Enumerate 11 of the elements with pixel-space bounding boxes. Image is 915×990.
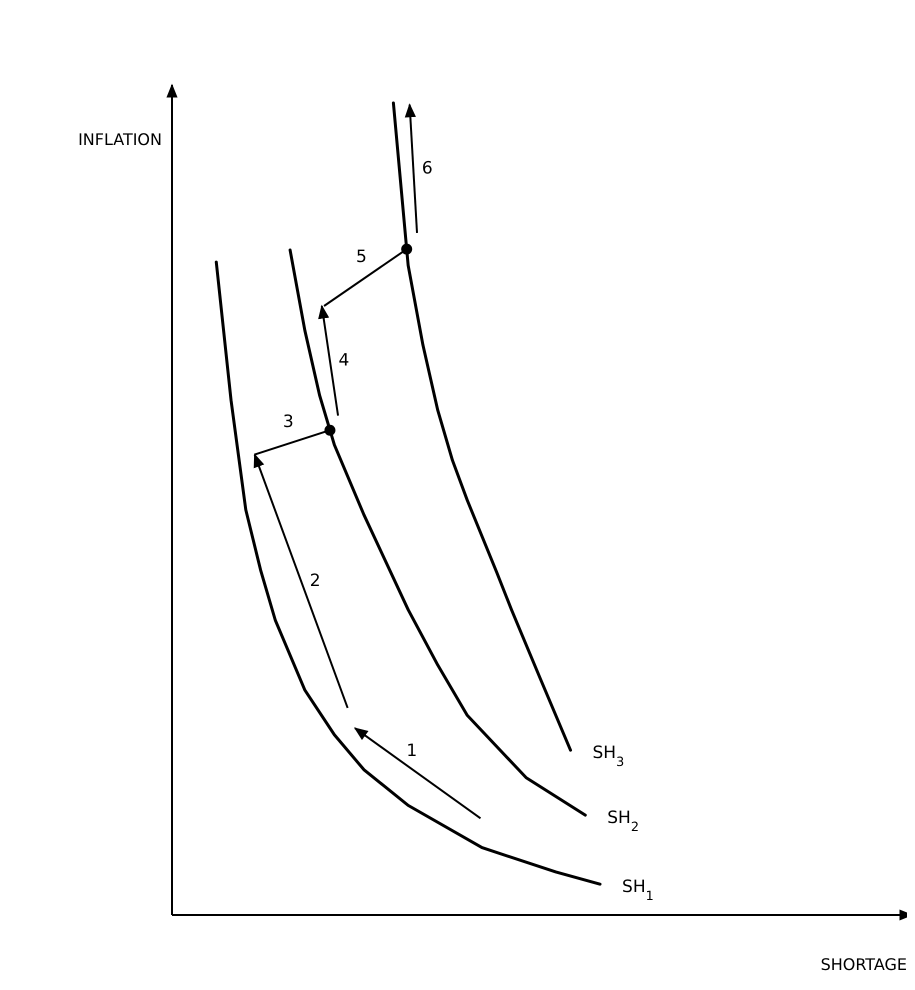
series-label: SH$_{1}$ xyxy=(622,877,654,904)
x-axis-title: SHORTAGE xyxy=(820,955,907,974)
series-label: SH$_{2}$ xyxy=(607,808,639,835)
annotation: 5 xyxy=(356,247,367,268)
annotation: 1 xyxy=(406,740,418,761)
series-label: SH$_{3}$ xyxy=(592,743,624,770)
annotation: 3 xyxy=(282,412,294,432)
annotation: 6 xyxy=(422,158,433,178)
annotation: 2 xyxy=(310,570,321,591)
y-axis-title: INFLATION xyxy=(78,130,162,149)
annotation: 4 xyxy=(338,350,350,370)
